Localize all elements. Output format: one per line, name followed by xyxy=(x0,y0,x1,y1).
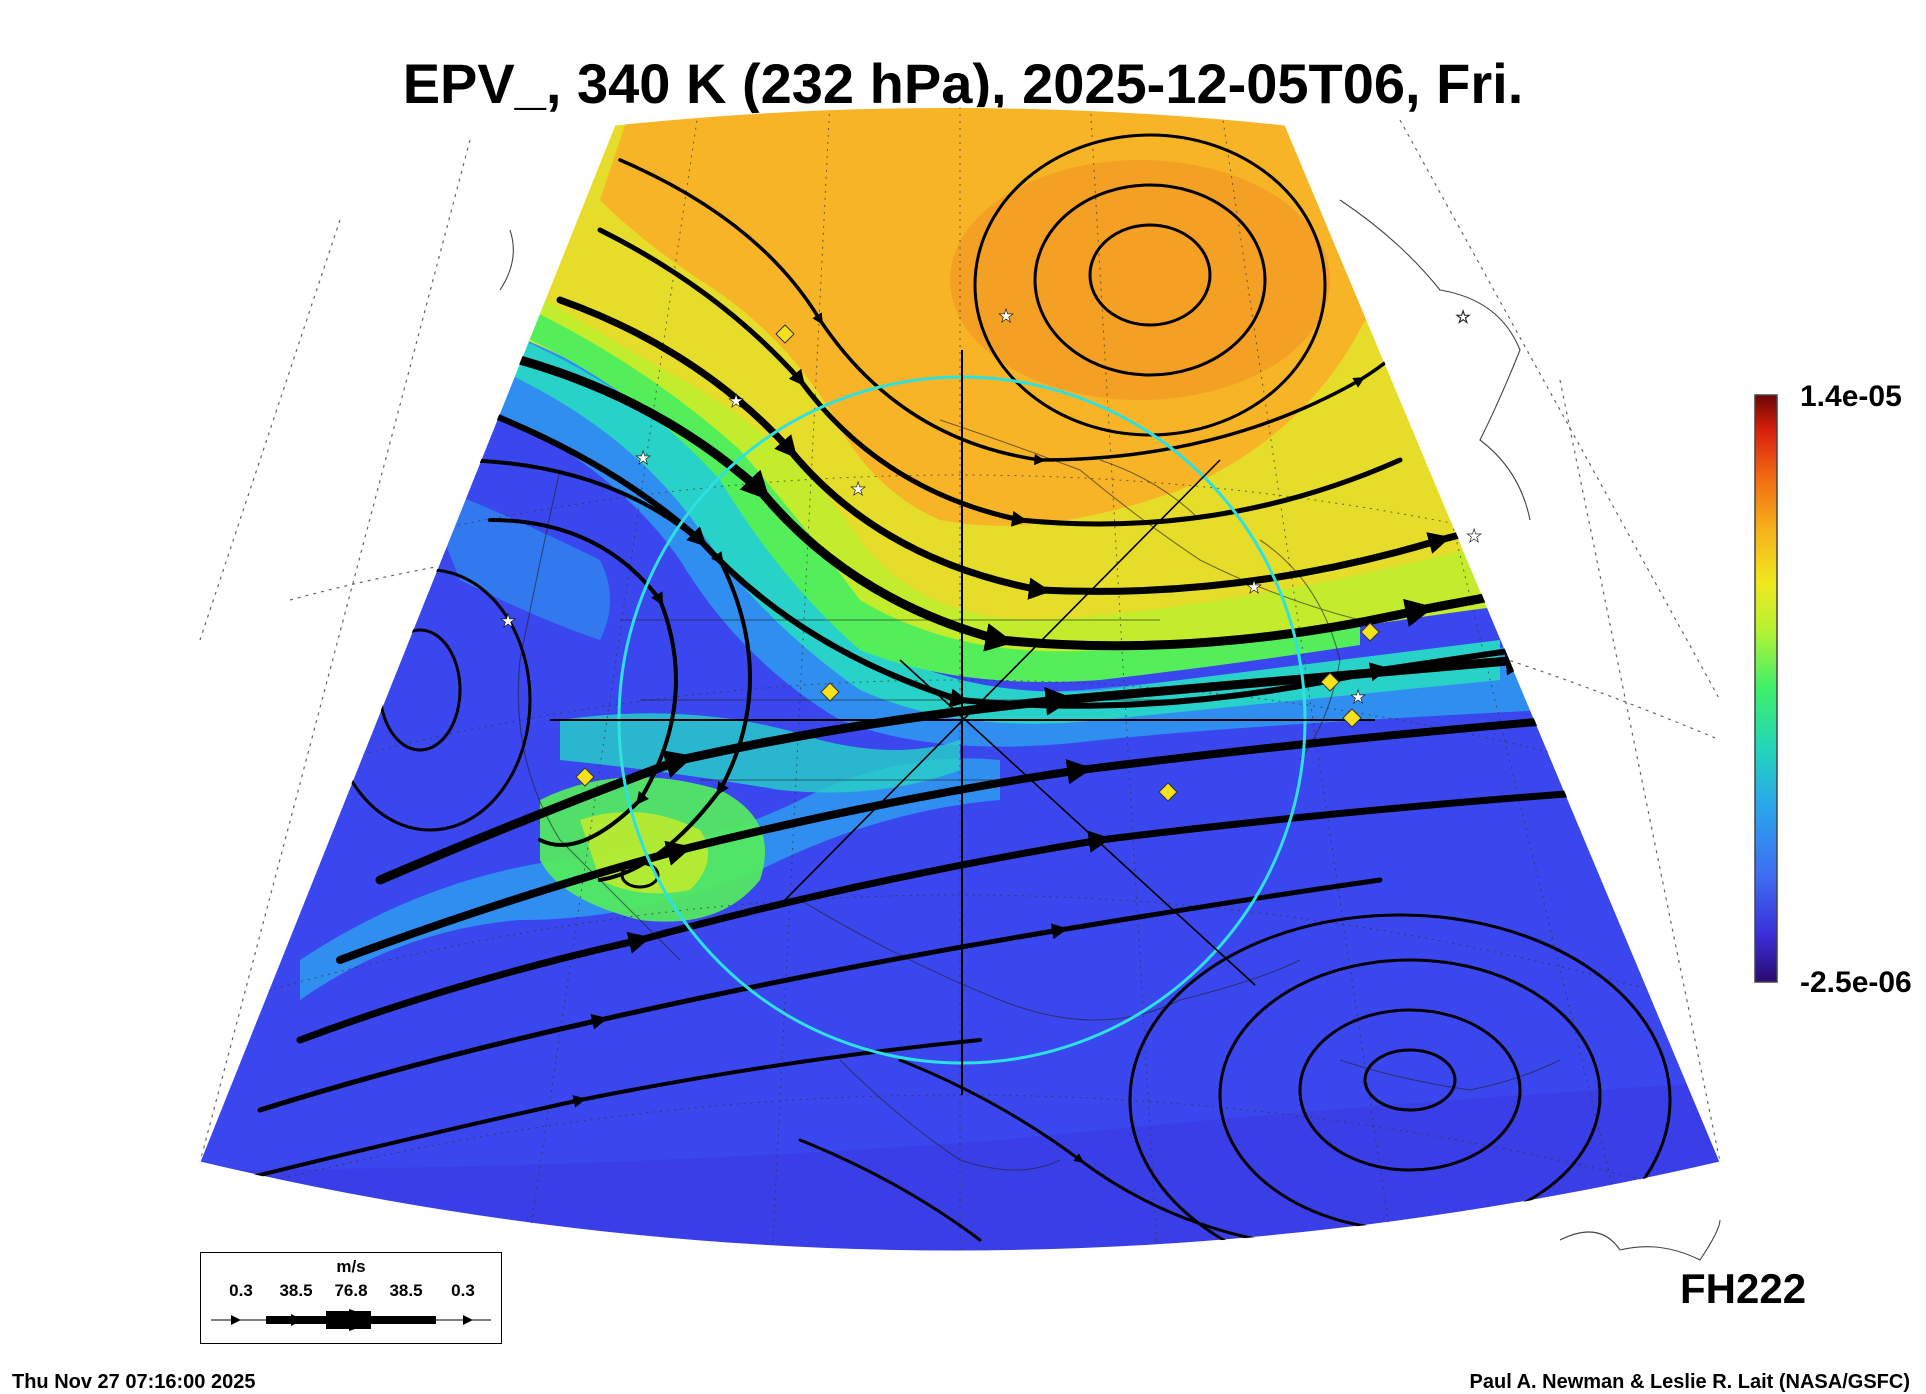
yellow-diamond-icon xyxy=(575,767,595,787)
yellow-diamond-icon xyxy=(1320,672,1340,692)
white-star-icon: ★ xyxy=(728,391,744,412)
white-star-icon: ★ xyxy=(850,479,866,500)
yellow-diamond-icon xyxy=(820,682,840,702)
generated-timestamp: Thu Nov 27 07:16:00 2025 xyxy=(12,1371,256,1393)
reference-circle xyxy=(550,350,1375,1095)
white-star-icon: ★ xyxy=(1246,577,1262,598)
yellow-diamond-icon xyxy=(1158,782,1178,802)
colorbar-min-label: -2.5e-06 xyxy=(1800,966,1912,999)
legend-tick: 76.8 xyxy=(334,1281,368,1300)
yellow-diamond-icon xyxy=(1360,622,1380,642)
colorbar xyxy=(1754,394,1778,983)
epv-field xyxy=(200,107,1720,1251)
white-star-icon: ☆ xyxy=(1455,307,1471,328)
yellow-diamond-icon xyxy=(775,324,795,344)
legend-arrow xyxy=(211,1309,491,1331)
white-star-icon: ★ xyxy=(1466,526,1482,547)
plot-title: EPV_, 340 K (232 hPa), 2025-12-05T06, Fr… xyxy=(402,52,1524,115)
white-star-icon: ★ xyxy=(1350,687,1366,708)
outer-coastlines xyxy=(499,199,1721,1261)
legend-unit: m/s xyxy=(336,1257,366,1276)
white-star-markers: ★ ★ ★ ★ ★ ★ ★ ★ ☆ xyxy=(500,306,1483,709)
white-star-icon: ★ xyxy=(635,448,651,469)
forecast-hour-label: FH222 xyxy=(1680,1265,1807,1312)
legend-tick: 38.5 xyxy=(279,1281,313,1300)
legend-tick: 38.5 xyxy=(389,1281,423,1300)
legend-tick: 0.3 xyxy=(229,1281,253,1300)
wind-speed-legend: m/s 0.3 38.5 76.8 38.5 0.3 xyxy=(200,1252,502,1344)
legend-tick: 0.3 xyxy=(451,1281,475,1300)
yellow-diamond-icon xyxy=(1342,708,1362,728)
author-credit: Paul A. Newman & Leslie R. Lait (NASA/GS… xyxy=(1469,1371,1910,1393)
yellow-diamond-markers xyxy=(575,324,1380,802)
colorbar-max-label: 1.4e-05 xyxy=(1800,380,1902,413)
white-star-icon: ★ xyxy=(500,611,516,632)
white-star-icon: ★ xyxy=(998,306,1014,327)
